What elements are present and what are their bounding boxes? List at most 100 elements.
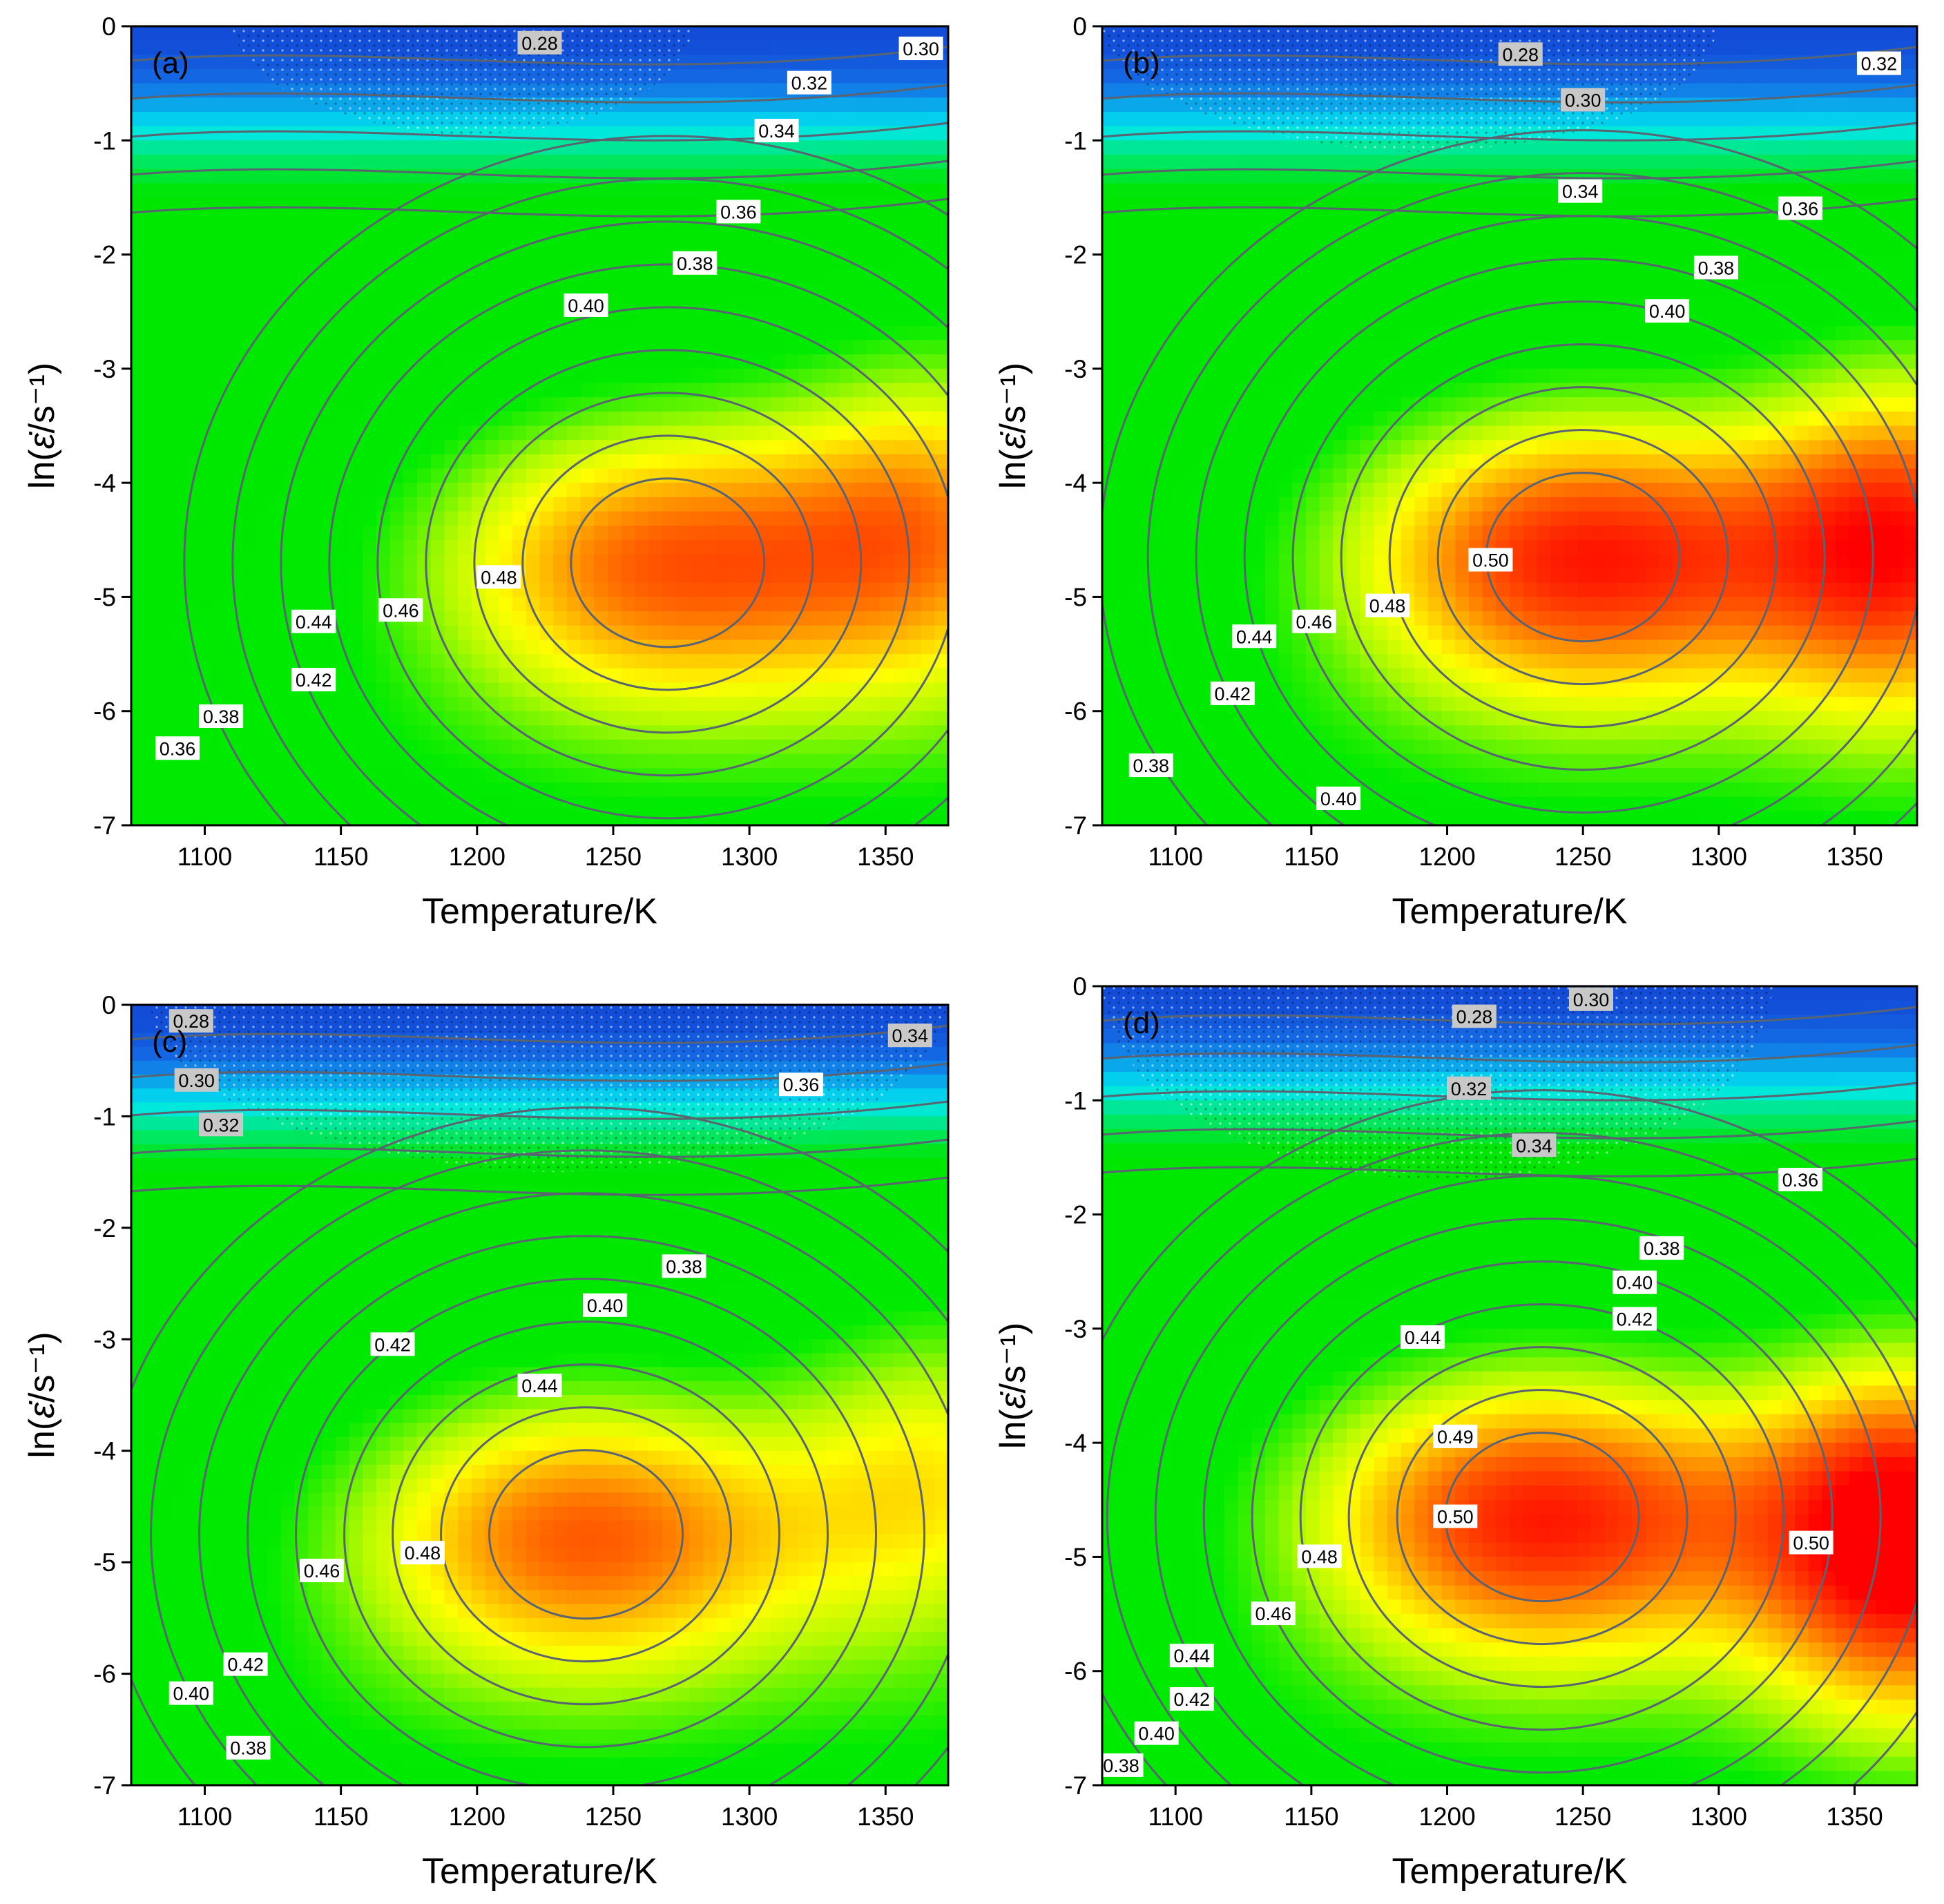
heatmap-cell xyxy=(1319,311,1334,327)
heatmap-cell xyxy=(417,725,432,740)
heatmap-cell xyxy=(1102,682,1117,698)
heatmap-cell xyxy=(172,625,186,641)
heatmap-cell xyxy=(1319,368,1334,384)
heatmap-cell xyxy=(811,697,827,712)
heatmap-cell xyxy=(825,226,840,241)
heatmap-cell xyxy=(294,112,309,127)
heatmap-cell xyxy=(921,112,936,127)
heatmap-cell xyxy=(1156,140,1171,155)
heatmap-cell xyxy=(539,554,554,569)
heatmap-cell xyxy=(580,497,595,512)
heatmap-cell xyxy=(1319,640,1334,655)
heatmap-cell xyxy=(485,740,500,755)
heatmap-cell xyxy=(499,526,513,541)
heatmap-cell xyxy=(1401,440,1416,455)
heatmap-cell xyxy=(240,568,255,584)
heatmap-cell xyxy=(213,611,227,626)
heatmap-cell xyxy=(934,282,948,298)
heatmap-cell xyxy=(199,282,214,298)
heatmap-cell xyxy=(294,325,309,341)
heatmap-cell xyxy=(907,597,922,612)
heatmap-cell xyxy=(1469,397,1483,412)
heatmap-cell xyxy=(785,454,799,470)
heatmap-cell xyxy=(144,539,160,555)
heatmap-cell xyxy=(894,126,908,142)
heatmap-cell xyxy=(1115,383,1130,398)
heatmap-cell xyxy=(1455,468,1470,483)
heatmap-cell xyxy=(1265,539,1280,555)
heatmap-cell xyxy=(1224,497,1239,512)
heatmap-cell xyxy=(566,740,581,755)
heatmap-cell xyxy=(1102,254,1117,270)
heatmap-cell xyxy=(580,425,595,441)
heatmap-cell xyxy=(1224,126,1239,142)
heatmap-cell xyxy=(1441,340,1456,355)
heatmap-cell xyxy=(1197,425,1212,441)
heatmap-cell xyxy=(648,383,663,398)
heatmap-cell xyxy=(1292,397,1307,412)
heatmap-cell xyxy=(1292,368,1307,384)
contour-label-text: 0.30 xyxy=(903,39,939,59)
heatmap-cell xyxy=(1292,269,1307,284)
heatmap-cell xyxy=(675,597,691,612)
heatmap-cell xyxy=(417,425,432,441)
heatmap-cell xyxy=(1238,511,1253,526)
heatmap-cell xyxy=(349,526,363,541)
heatmap-cell xyxy=(566,240,581,256)
heatmap-cell xyxy=(921,269,936,284)
heatmap-cell xyxy=(675,325,691,341)
heatmap-cell xyxy=(227,154,241,170)
heatmap-cell xyxy=(907,796,922,812)
heatmap-cell xyxy=(430,311,445,327)
heatmap-cell xyxy=(1387,753,1402,769)
heatmap-cell xyxy=(839,69,854,84)
heatmap-cell xyxy=(662,668,677,684)
heatmap-cell xyxy=(185,697,200,712)
heatmap-cell xyxy=(880,311,894,327)
heatmap-cell xyxy=(771,340,786,355)
heatmap-cell xyxy=(1129,197,1144,213)
heatmap-cell xyxy=(199,254,214,270)
heatmap-cell xyxy=(363,397,377,412)
heatmap-cell xyxy=(1414,354,1429,369)
heatmap-cell xyxy=(1360,640,1375,655)
heatmap-cell xyxy=(185,26,200,41)
heatmap-cell xyxy=(131,796,146,812)
heatmap-cell xyxy=(471,383,486,398)
heatmap-cell xyxy=(811,112,827,127)
heatmap-cell xyxy=(1469,254,1483,270)
heatmap-cell xyxy=(1211,497,1225,512)
heatmap-cell xyxy=(1469,211,1483,227)
heatmap-cell xyxy=(294,226,309,241)
heatmap-cell xyxy=(349,282,363,298)
heatmap-cell xyxy=(825,539,840,555)
heatmap-cell xyxy=(758,711,772,727)
heatmap-cell xyxy=(1115,397,1130,412)
heatmap-cell xyxy=(1170,454,1184,470)
heatmap-cell xyxy=(907,112,922,127)
heatmap-cell xyxy=(1197,411,1212,427)
heatmap-cell xyxy=(403,568,418,584)
heatmap-cell xyxy=(1211,554,1225,569)
heatmap-cell xyxy=(771,625,786,641)
heatmap-cell xyxy=(199,269,214,284)
heatmap-cell xyxy=(934,368,948,384)
heatmap-cell xyxy=(158,611,173,626)
heatmap-cell xyxy=(1251,211,1266,227)
heatmap-cell xyxy=(1374,269,1388,284)
heatmap-cell xyxy=(1441,539,1456,555)
heatmap-cell xyxy=(1129,640,1144,655)
heatmap-cell xyxy=(1387,668,1402,684)
heatmap-cell xyxy=(499,325,513,341)
heatmap-cell xyxy=(335,112,350,127)
heatmap-cell xyxy=(199,126,214,142)
heatmap-cell xyxy=(499,668,513,684)
heatmap-cell xyxy=(1238,282,1253,298)
heatmap-cell xyxy=(526,483,541,498)
heatmap-cell xyxy=(144,397,160,412)
heatmap-cell xyxy=(594,154,608,170)
heatmap-cell xyxy=(294,183,309,198)
heatmap-cell xyxy=(1197,169,1212,184)
heatmap-cell xyxy=(894,668,908,684)
heatmap-cell xyxy=(621,711,636,727)
